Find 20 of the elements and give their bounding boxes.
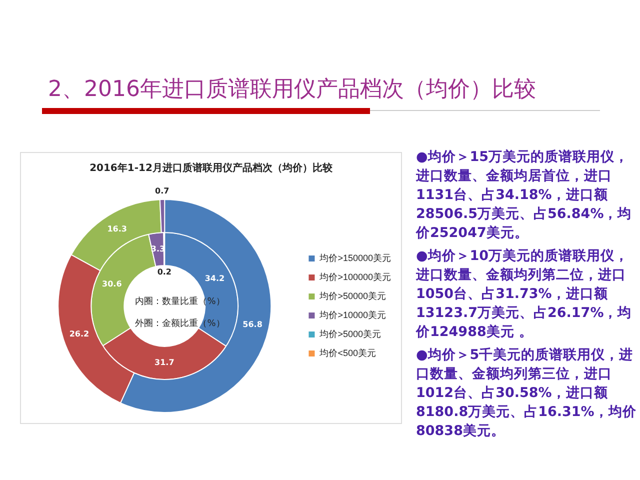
legend-label: 均价>10000美元 bbox=[318, 310, 386, 320]
data-label: 0.2 bbox=[157, 268, 172, 277]
text: ●均价＞10万美元的质谱联用仪，进口数量、金额均列第二位，进口1050台、占31.73%，进口额13123.7万美元、占26.17%，均价124988美元 。 bbox=[416, 247, 633, 342]
text: ●均价＞5千美元的质谱联用仪，进口数量、金额均列第三位，进口1012台、占30.58%，进口额8180.8万美元、占16.31%，均价80838美元。 bbox=[416, 346, 638, 441]
data-label: 34.2 bbox=[204, 274, 225, 283]
data-label: 26.2 bbox=[69, 329, 90, 338]
data-label: 0.7 bbox=[155, 186, 170, 196]
text: 外圈：金额比重（%） bbox=[134, 318, 226, 331]
legend-label: 均价>50000美元 bbox=[318, 290, 386, 301]
legend-label: 均价>100000美元 bbox=[318, 272, 392, 282]
data-label: 30.6 bbox=[102, 279, 122, 288]
text: ●均价＞15万美元的质谱联用仪，进口数量、金额均居首位，进口1131台、占34.18%，进口额28506.5万美元、占56.84%，均价252047美元。 bbox=[416, 148, 633, 243]
legend-label: 均价<500美元 bbox=[318, 348, 376, 358]
legend-label: 均价>150000美元 bbox=[318, 252, 392, 263]
data-label: 31.7 bbox=[154, 358, 174, 368]
data-label: 56.8 bbox=[242, 320, 263, 330]
chart-title: 2、2016年进口质谱联用仪产品档次（均价）比较 bbox=[48, 76, 536, 104]
chart-subtitle: 2016年1-12月进口质谱联用仪产品档次（均价）比较 bbox=[88, 161, 334, 175]
legend-label: 均价>5000美元 bbox=[318, 328, 381, 339]
data-label: 16.3 bbox=[107, 224, 127, 234]
